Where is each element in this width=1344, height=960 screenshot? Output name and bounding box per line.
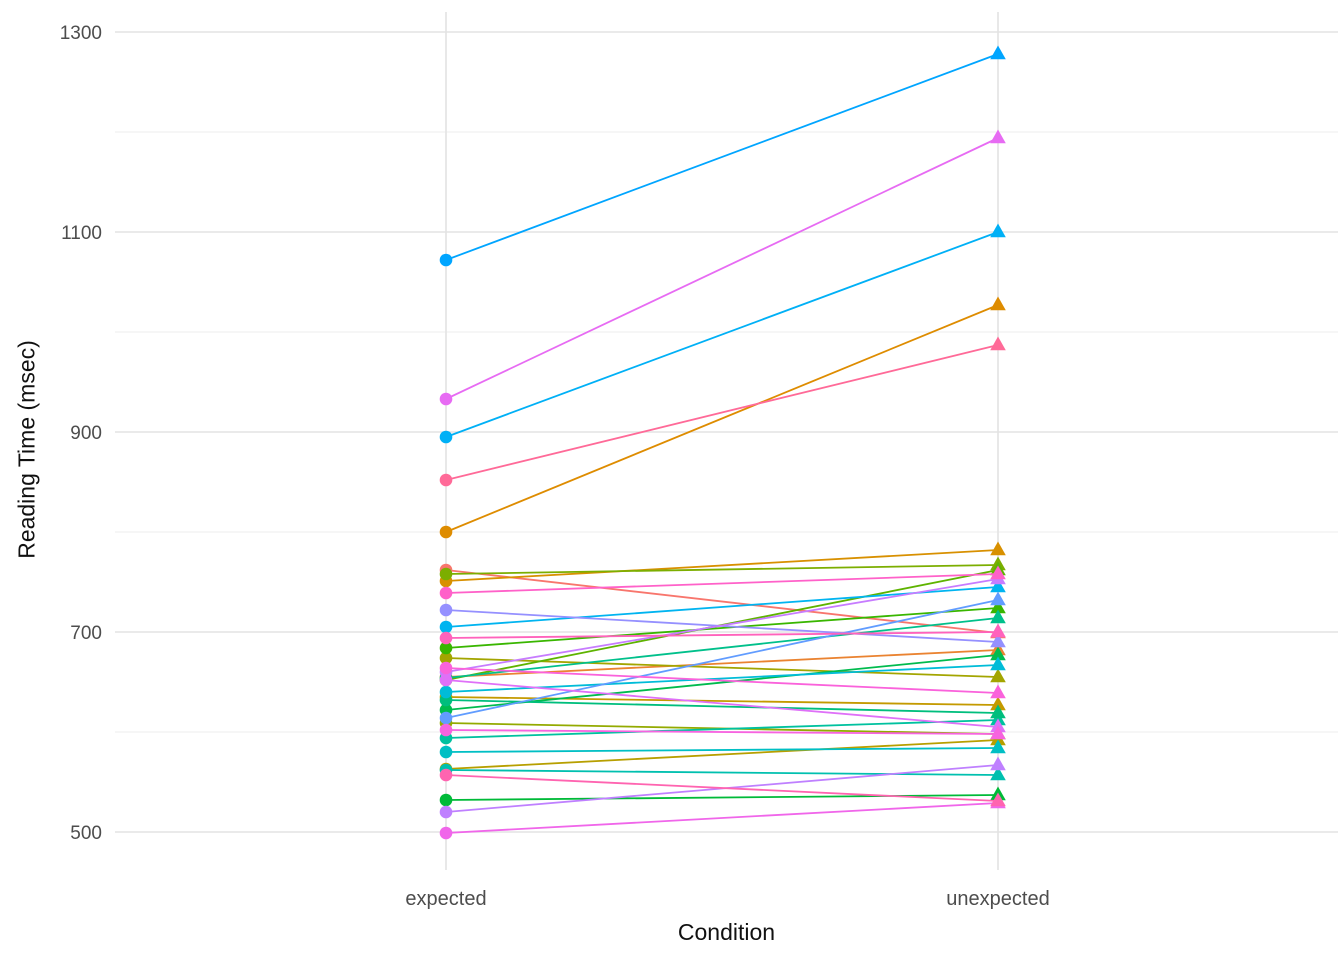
unexpected-point [990, 646, 1006, 661]
subject-line [445, 769, 999, 776]
y-tick-label: 900 [70, 423, 102, 444]
subject-line [445, 654, 999, 711]
unexpected-point [990, 725, 1006, 740]
unexpected-point [990, 129, 1006, 144]
y-tick-label: 700 [70, 623, 102, 644]
unexpected-point [990, 766, 1006, 781]
subject-line [445, 667, 999, 694]
subject-line [445, 549, 999, 582]
subject-line [445, 699, 999, 714]
unexpected-point [990, 711, 1006, 726]
expected-point [439, 631, 453, 645]
expected-point [439, 723, 453, 737]
unexpected-point [990, 565, 1006, 580]
y-tick-label: 500 [70, 823, 102, 844]
x-axis-title: Condition [677, 919, 776, 945]
subject-line [445, 564, 999, 575]
subject-line [445, 679, 999, 728]
subject-line [445, 599, 999, 719]
expected-point [439, 651, 453, 665]
subject-line [445, 304, 999, 533]
expected-point [439, 430, 453, 444]
expected-point [439, 641, 453, 655]
unexpected-point [990, 668, 1006, 683]
unexpected-point [990, 756, 1006, 771]
subject-line [445, 578, 999, 673]
subject-line [445, 231, 999, 438]
unexpected-point [990, 296, 1006, 311]
y-tick-label: 1300 [60, 23, 102, 44]
unexpected-point [990, 704, 1006, 719]
unexpected-point [990, 696, 1006, 711]
subject-line [445, 344, 999, 481]
y-axis-title: Reading Time (msec) [13, 340, 40, 559]
unexpected-point [990, 739, 1006, 754]
expected-point [439, 392, 453, 406]
unexpected-point [990, 541, 1006, 556]
expected-point [439, 525, 453, 539]
unexpected-point [990, 223, 1006, 238]
subject-line [445, 569, 999, 634]
unexpected-point [990, 45, 1006, 60]
expected-point [439, 661, 453, 675]
unexpected-point [990, 599, 1006, 614]
subject-line [445, 137, 999, 400]
subject-line [445, 53, 999, 261]
expected-point [439, 711, 453, 725]
unexpected-point [990, 336, 1006, 351]
expected-point [439, 586, 453, 600]
expected-point [439, 567, 453, 581]
unexpected-point [990, 633, 1006, 648]
expected-point [439, 826, 453, 840]
x-tick-label: unexpected [946, 888, 1049, 910]
subject-line [445, 747, 999, 753]
subject-line [445, 657, 999, 678]
expected-point [439, 473, 453, 487]
unexpected-point [990, 792, 1006, 807]
unexpected-point [990, 718, 1006, 733]
expected-point [439, 793, 453, 807]
subject-line [445, 607, 999, 649]
unexpected-point [990, 609, 1006, 624]
unexpected-point [990, 656, 1006, 671]
subject-line [445, 802, 999, 834]
unexpected-point [990, 578, 1006, 593]
expected-point [439, 745, 453, 759]
unexpected-point [990, 591, 1006, 606]
subject-line [445, 774, 999, 802]
subject-line [445, 719, 999, 739]
unexpected-point [990, 623, 1006, 638]
y-tick-label: 1100 [61, 223, 102, 244]
expected-point [439, 685, 453, 699]
expected-point [439, 673, 453, 687]
expected-point [439, 620, 453, 634]
expected-point [439, 768, 453, 782]
subject-line [445, 729, 999, 735]
subject-line [445, 617, 999, 679]
unexpected-point [990, 684, 1006, 699]
subject-line [445, 739, 999, 770]
expected-point [439, 603, 453, 617]
subject-line [445, 631, 999, 639]
expected-point [439, 253, 453, 267]
expected-point [439, 805, 453, 819]
subject-line [445, 573, 999, 594]
x-tick-label: expected [405, 888, 486, 910]
